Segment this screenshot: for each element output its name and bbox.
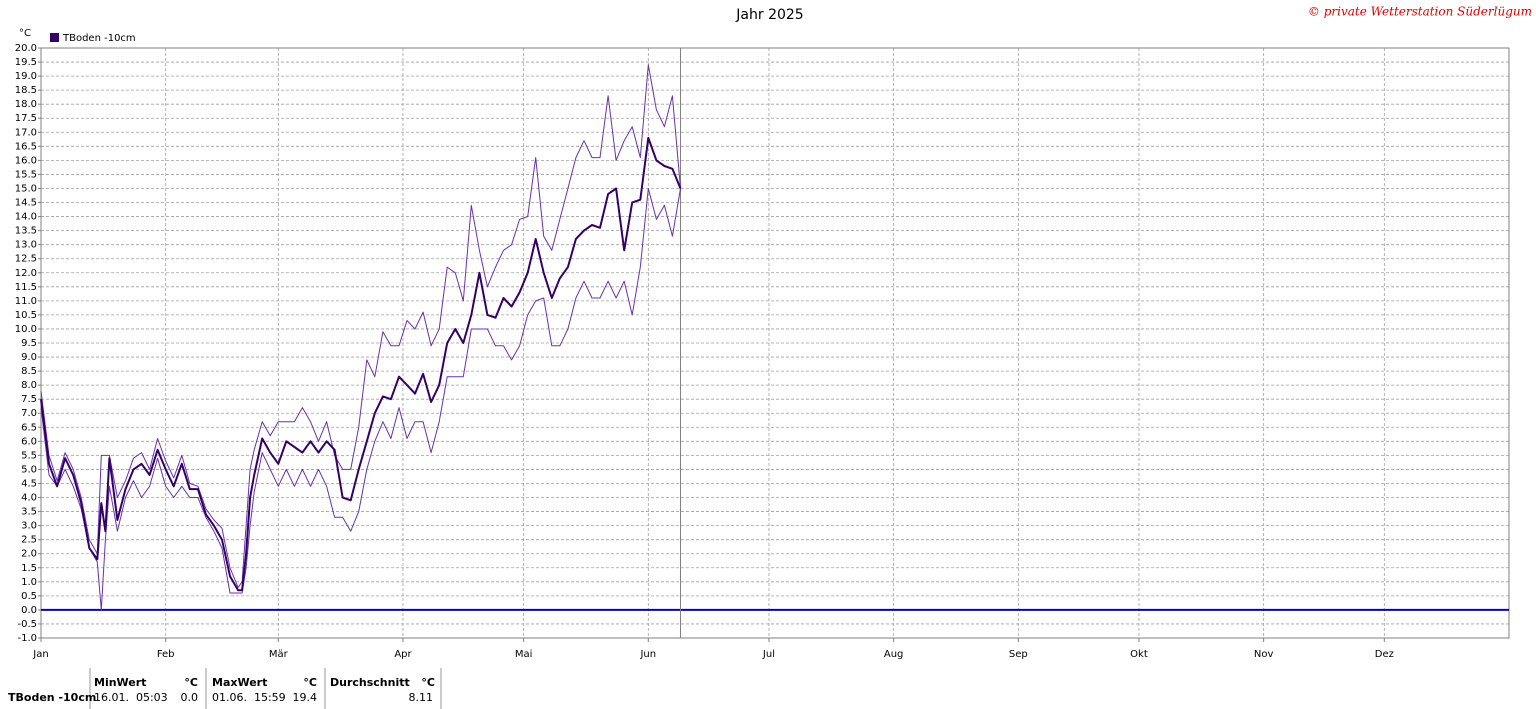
x-tick-label: Apr <box>394 649 412 660</box>
stats-table: TBoden -10cm MinWert °C 16.01. 05:03 0.0… <box>8 668 442 709</box>
y-tick-label: 18.0 <box>15 99 37 110</box>
y-tick-label: 17.0 <box>15 127 37 138</box>
y-tick-label: 7.5 <box>21 394 37 405</box>
y-tick-label: 4.0 <box>21 493 37 504</box>
y-tick-label: 12.5 <box>15 254 37 265</box>
y-unit: °C <box>19 28 31 39</box>
y-tick-label: 1.5 <box>21 563 37 574</box>
plot-frame <box>40 47 1510 639</box>
y-tick-label: 19.0 <box>15 71 37 82</box>
x-tick-label: Jan <box>32 649 48 660</box>
y-tick-label: 1.0 <box>21 577 37 588</box>
y-tick-label: 8.0 <box>21 380 37 391</box>
y-tick-label: 13.0 <box>15 240 37 251</box>
y-tick-label: 14.0 <box>15 212 37 223</box>
y-tick-label: 13.5 <box>15 226 37 237</box>
y-tick-label: 6.0 <box>21 436 37 447</box>
y-tick-label: 8.5 <box>21 366 37 377</box>
y-tick-label: 15.0 <box>15 183 37 194</box>
y-tick-label: 12.0 <box>15 268 37 279</box>
y-tick-label: 9.5 <box>21 338 37 349</box>
cell: 0.0 <box>181 691 199 704</box>
y-tick-label: -1.0 <box>17 633 37 644</box>
y-tick-label: 6.5 <box>21 422 37 433</box>
y-tick-label: 5.0 <box>21 464 37 475</box>
x-tick-label: Dez <box>1375 649 1394 660</box>
y-tick-label: 18.5 <box>15 85 37 96</box>
y-tick-label: 7.0 <box>21 408 37 419</box>
header: °C <box>303 676 317 689</box>
header: Durchschnitt <box>330 676 410 689</box>
x-tick-label: Sep <box>1009 649 1028 660</box>
cell: 01.06. 15:59 <box>212 691 286 704</box>
data-line <box>40 188 681 611</box>
y-tick-label: 3.5 <box>21 507 37 518</box>
x-tick-label: Jul <box>762 649 775 660</box>
chart-title: Jahr 2025 <box>735 7 803 23</box>
y-tick-label: 19.5 <box>15 57 37 68</box>
cell: 16.01. 05:03 <box>94 691 168 704</box>
data-line <box>40 64 681 588</box>
x-tick-label: Feb <box>157 649 175 660</box>
y-tick-label: 16.5 <box>15 141 37 152</box>
x-tick-label: Jun <box>639 649 656 660</box>
y-tick-label: 0.0 <box>21 605 37 616</box>
x-tick-label: Aug <box>884 649 904 660</box>
header: °C <box>421 676 435 689</box>
y-tick-label: 11.5 <box>15 282 37 293</box>
x-tick-label: Mär <box>269 649 289 660</box>
legend-label: TBoden -10cm <box>62 33 136 44</box>
data-line <box>40 136 682 592</box>
y-tick-label: 5.5 <box>21 450 37 461</box>
y-tick-label: 10.0 <box>15 324 37 335</box>
header: MaxWert <box>212 676 267 689</box>
header: MinWert <box>94 676 146 689</box>
y-tick-label: 0.5 <box>21 591 37 602</box>
y-tick-label: -0.5 <box>17 619 37 630</box>
header: °C <box>184 676 198 689</box>
row-label: TBoden -10cm <box>8 691 96 704</box>
credit: © private Wetterstation Süderlügum <box>1308 5 1532 19</box>
legend-swatch <box>50 33 59 42</box>
y-tick-label: 16.0 <box>15 155 37 166</box>
y-tick-label: 20.0 <box>15 43 37 54</box>
y-tick-label: 11.0 <box>15 296 37 307</box>
y-tick-label: 4.5 <box>21 478 37 489</box>
y-tick-label: 2.0 <box>21 549 37 560</box>
y-tick-label: 3.0 <box>21 521 37 532</box>
x-tick-label: Mai <box>515 649 533 660</box>
y-tick-label: 10.5 <box>15 310 37 321</box>
cell: 8.11 <box>409 691 434 704</box>
y-tick-label: 15.5 <box>15 169 37 180</box>
y-tick-label: 9.0 <box>21 352 37 363</box>
x-tick-label: Okt <box>1130 649 1148 660</box>
cell: 19.4 <box>293 691 318 704</box>
y-tick-label: 2.5 <box>21 535 37 546</box>
y-tick-label: 17.5 <box>15 113 37 124</box>
y-tick-label: 14.5 <box>15 198 37 209</box>
x-tick-label: Nov <box>1254 649 1274 660</box>
